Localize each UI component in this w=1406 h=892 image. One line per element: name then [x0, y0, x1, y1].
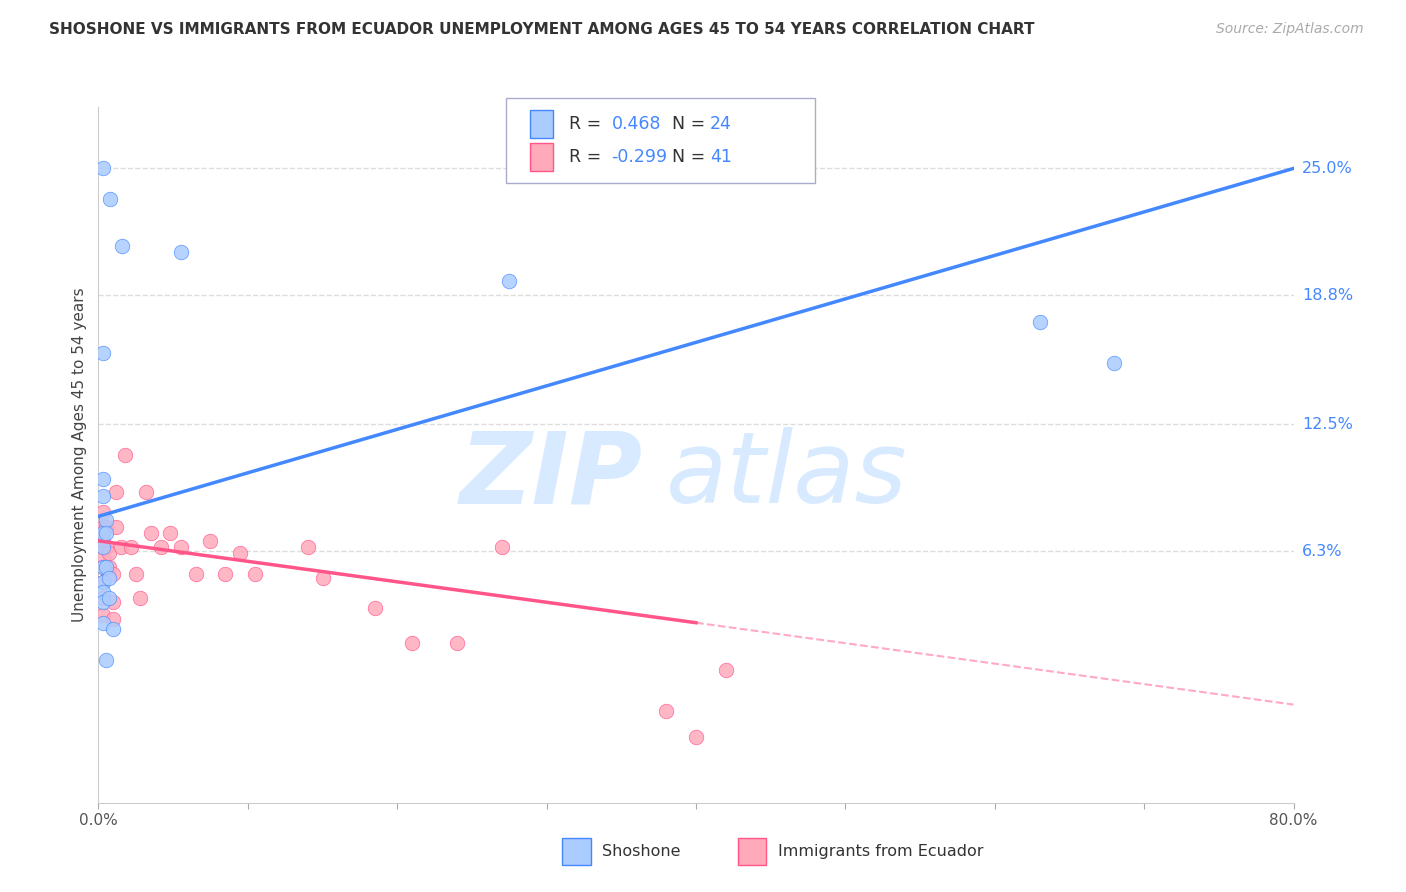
Point	[91, 473, 114, 487]
Point	[91, 560, 114, 574]
Text: ZIP: ZIP	[460, 427, 643, 524]
Point	[1028, 315, 1050, 329]
Point	[714, 663, 737, 677]
Point	[91, 505, 114, 519]
Point	[200, 533, 222, 548]
Text: N =: N =	[661, 115, 710, 133]
Point	[94, 519, 117, 533]
Point	[169, 540, 191, 554]
Point	[94, 540, 117, 554]
Point	[110, 540, 132, 554]
Point	[114, 448, 136, 462]
Point	[91, 595, 114, 609]
Point	[91, 607, 114, 622]
Point	[1104, 356, 1126, 370]
Point	[91, 615, 114, 630]
Text: Shoshone: Shoshone	[602, 845, 681, 859]
Text: Source: ZipAtlas.com: Source: ZipAtlas.com	[1216, 22, 1364, 37]
Text: Immigrants from Ecuador: Immigrants from Ecuador	[778, 845, 983, 859]
Text: 25.0%: 25.0%	[1302, 161, 1353, 176]
Point	[245, 566, 267, 581]
Text: 24: 24	[710, 115, 733, 133]
Point	[91, 489, 114, 503]
Y-axis label: Unemployment Among Ages 45 to 54 years: Unemployment Among Ages 45 to 54 years	[72, 287, 87, 623]
Point	[401, 636, 423, 650]
Text: -0.299: -0.299	[612, 148, 668, 166]
Point	[91, 585, 114, 599]
Text: atlas: atlas	[666, 427, 908, 524]
Point	[91, 519, 114, 533]
Point	[97, 591, 120, 606]
Point	[655, 704, 678, 718]
Point	[139, 525, 162, 540]
Point	[91, 591, 114, 606]
Point	[229, 546, 252, 560]
Text: SHOSHONE VS IMMIGRANTS FROM ECUADOR UNEMPLOYMENT AMONG AGES 45 TO 54 YEARS CORRE: SHOSHONE VS IMMIGRANTS FROM ECUADOR UNEM…	[49, 22, 1035, 37]
Point	[105, 519, 128, 533]
Point	[111, 239, 134, 253]
Point	[94, 560, 117, 574]
Point	[129, 591, 152, 606]
Point	[91, 161, 114, 176]
Point	[297, 540, 319, 554]
Text: 41: 41	[710, 148, 733, 166]
Point	[91, 574, 114, 589]
Point	[97, 546, 120, 560]
Text: 0.468: 0.468	[612, 115, 661, 133]
Point	[103, 595, 125, 609]
Point	[105, 484, 128, 499]
Point	[103, 566, 125, 581]
Point	[125, 566, 148, 581]
Point	[685, 731, 707, 745]
Point	[169, 245, 191, 260]
Point	[91, 345, 114, 359]
Point	[498, 274, 520, 288]
Text: N =: N =	[661, 148, 710, 166]
Point	[214, 566, 236, 581]
Point	[103, 622, 125, 636]
Point	[91, 540, 114, 554]
Point	[91, 550, 114, 565]
Text: R =: R =	[569, 115, 607, 133]
Text: 6.3%: 6.3%	[1302, 543, 1343, 558]
Point	[97, 571, 120, 585]
Text: 18.8%: 18.8%	[1302, 288, 1353, 302]
Point	[135, 484, 157, 499]
Point	[98, 192, 122, 206]
Text: R =: R =	[569, 148, 607, 166]
Point	[364, 601, 387, 615]
Point	[94, 513, 117, 527]
Point	[159, 525, 181, 540]
Point	[491, 540, 513, 554]
Point	[97, 560, 120, 574]
Point	[91, 533, 114, 548]
Point	[311, 571, 333, 585]
Point	[94, 652, 117, 666]
Text: 12.5%: 12.5%	[1302, 417, 1353, 432]
Point	[150, 540, 173, 554]
Point	[91, 560, 114, 574]
Point	[91, 525, 114, 540]
Point	[91, 574, 114, 589]
Point	[120, 540, 142, 554]
Point	[184, 566, 207, 581]
Point	[94, 525, 117, 540]
Point	[103, 612, 125, 626]
Point	[446, 636, 468, 650]
